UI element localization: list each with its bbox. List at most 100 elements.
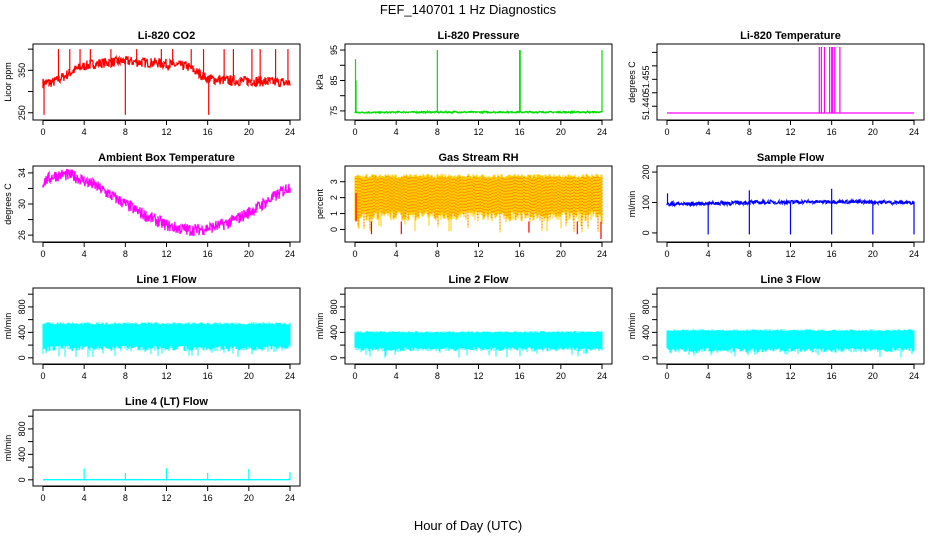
y-tick-label: 800 (329, 299, 339, 314)
x-tick-label: 20 (556, 371, 566, 381)
plot-frame (344, 43, 613, 121)
x-tick-label: 24 (285, 371, 295, 381)
y-tick-label: 400 (17, 447, 27, 462)
x-tick-label: 8 (747, 249, 752, 259)
x-tick-label: 4 (706, 127, 711, 137)
panel-li-820-co2: Li-820 CO2 Licor ppm 0 4 8 12 16 20 24 250 350 (3, 30, 301, 137)
x-tick-label: 12 (473, 127, 483, 137)
x-tick-label: 4 (706, 371, 711, 381)
x-tick-label: 20 (244, 127, 254, 137)
x-tick-label: 8 (123, 371, 128, 381)
x-tick-label: 0 (40, 249, 45, 259)
x-tick-label: 20 (244, 371, 254, 381)
x-tick-label: 20 (556, 249, 566, 259)
x-tick-label: 20 (868, 371, 878, 381)
main-title: FEF_140701 1 Hz Diagnostics (379, 2, 557, 17)
y-tick-label: 51.440 (641, 92, 651, 120)
x-tick-label: 4 (82, 127, 87, 137)
x-tick-label: 16 (203, 493, 213, 503)
y-tick-label: 0 (17, 355, 27, 360)
x-tick-label: 8 (747, 371, 752, 381)
panel-li-820-temperature: Li-820 Temperature degrees C 0 4 8 12 16 20 24 51… (627, 30, 925, 137)
x-tick-label: 0 (40, 493, 45, 503)
x-tick-label: 8 (123, 493, 128, 503)
x-tick-label: 0 (40, 371, 45, 381)
series-band (354, 331, 603, 358)
x-tick-label: 0 (352, 127, 357, 137)
y-tick-label: 34 (17, 168, 27, 178)
y-tick-label: 26 (17, 230, 27, 240)
x-tick-label: 8 (123, 127, 128, 137)
y-axis-label: percent (315, 188, 325, 219)
y-axis-label: Licor ppm (3, 62, 13, 102)
y-tick-label: 3 (329, 179, 339, 184)
x-tick-label: 8 (747, 127, 752, 137)
y-tick-label: 0 (17, 477, 27, 482)
x-tick-label: 20 (868, 249, 878, 259)
x-tick-label: 12 (473, 249, 483, 259)
series-line (42, 54, 291, 89)
x-tick-label: 20 (244, 493, 254, 503)
panel-title: Li-820 CO2 (138, 30, 195, 42)
x-tick-label: 24 (285, 493, 295, 503)
y-tick-label: 800 (17, 421, 27, 436)
x-tick-label: 8 (435, 127, 440, 137)
panel-sample-flow: Sample Flow ml/min 0 4 8 12 16 20 24 0 100 200 (627, 152, 925, 259)
x-tick-label: 12 (785, 127, 795, 137)
y-tick-label: 85 (329, 75, 339, 85)
panel-line-4-lt-flow: Line 4 (LT) Flow ml/min 0 4 8 12 16 20 24 0 400 800 (3, 396, 301, 503)
x-axis-label: Hour of Day (UTC) (413, 518, 523, 533)
panel-title: Line 2 Flow (449, 274, 509, 286)
x-tick-label: 4 (394, 127, 399, 137)
x-tick-label: 24 (597, 127, 607, 137)
y-tick-label: 800 (641, 299, 651, 314)
panel-title: Li-820 Temperature (740, 30, 841, 42)
x-tick-label: 4 (82, 249, 87, 259)
x-tick-label: 12 (161, 249, 171, 259)
x-tick-label: 4 (706, 249, 711, 259)
x-tick-label: 4 (82, 493, 87, 503)
y-tick-label: 100 (641, 195, 651, 210)
x-tick-label: 12 (161, 127, 171, 137)
x-tick-label: 0 (664, 127, 669, 137)
panel-line-2-flow: Line 2 Flow ml/min 0 4 8 12 16 20 24 0 400 800 (315, 274, 613, 381)
y-tick-label: 1 (329, 211, 339, 216)
x-tick-label: 4 (394, 249, 399, 259)
y-axis-label: ml/min (627, 313, 637, 340)
x-tick-label: 12 (785, 249, 795, 259)
series-line (666, 197, 915, 208)
x-tick-label: 16 (203, 127, 213, 137)
y-axis-label: kPa (315, 74, 325, 90)
y-axis-label: ml/min (3, 435, 13, 462)
series-band (42, 322, 291, 358)
y-tick-label: 51.455 (641, 66, 651, 94)
x-tick-label: 24 (909, 371, 919, 381)
x-tick-label: 20 (556, 127, 566, 137)
panel-title: Sample Flow (757, 152, 825, 164)
y-tick-label: 0 (641, 355, 651, 360)
x-tick-label: 12 (161, 371, 171, 381)
panel-title: Gas Stream RH (438, 152, 518, 164)
y-tick-label: 350 (17, 63, 27, 78)
x-tick-label: 20 (244, 249, 254, 259)
panel-ambient-box-temperature: Ambient Box Temperature degrees C 0 4 8 12 16 2… (3, 152, 301, 259)
x-tick-label: 0 (664, 371, 669, 381)
x-tick-label: 4 (394, 371, 399, 381)
x-tick-label: 16 (203, 249, 213, 259)
series-line (354, 109, 603, 115)
x-tick-label: 16 (203, 371, 213, 381)
x-tick-label: 24 (909, 249, 919, 259)
x-tick-label: 0 (664, 249, 669, 259)
y-tick-label: 0 (641, 230, 651, 235)
y-tick-label: 400 (641, 325, 651, 340)
x-tick-label: 24 (597, 249, 607, 259)
x-tick-label: 0 (352, 249, 357, 259)
x-tick-label: 0 (352, 371, 357, 381)
y-tick-label: 30 (17, 199, 27, 209)
x-tick-label: 8 (435, 249, 440, 259)
x-tick-label: 16 (827, 249, 837, 259)
y-tick-label: 800 (17, 299, 27, 314)
x-tick-label: 12 (785, 371, 795, 381)
x-tick-label: 20 (868, 127, 878, 137)
x-tick-label: 24 (285, 127, 295, 137)
